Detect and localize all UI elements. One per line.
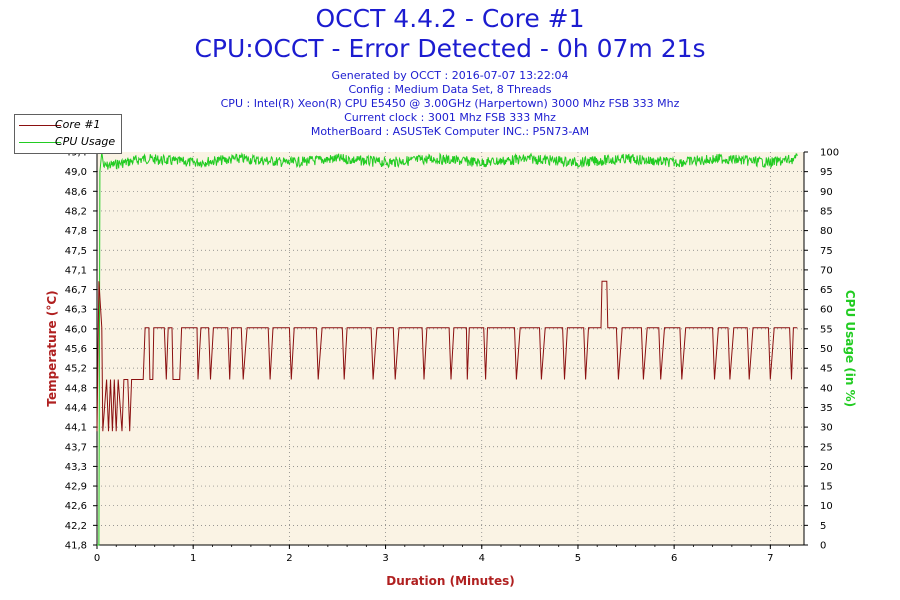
y-tick-label: 46,3 bbox=[65, 305, 87, 316]
y-right-tick-label: 45 bbox=[820, 364, 833, 375]
y-right-tick-label: 20 bbox=[820, 462, 833, 473]
y-right-tick-label: 55 bbox=[820, 324, 833, 335]
y-right-tick-label: 60 bbox=[820, 305, 833, 316]
y-tick-label: 46,0 bbox=[65, 324, 87, 335]
y-tick-label: 42,9 bbox=[65, 482, 87, 493]
y-tick-label: 47,8 bbox=[65, 226, 87, 237]
y-tick-label: 42,6 bbox=[65, 501, 87, 512]
info-generated: Generated by OCCT : 2016-07-07 13:22:04 bbox=[331, 69, 569, 82]
y-axis-title: Temperature (°C) bbox=[45, 290, 59, 406]
legend-swatch-cpu-usage bbox=[19, 142, 61, 143]
x-tick-label: 6 bbox=[671, 553, 677, 564]
x-tick-label: 2 bbox=[286, 553, 292, 564]
y-right-tick-label: 40 bbox=[820, 383, 833, 394]
y-right-tick-label: 80 bbox=[820, 226, 833, 237]
plot-area bbox=[97, 152, 804, 545]
y-right-tick-label: 10 bbox=[820, 501, 833, 512]
y-tick-label: 47,5 bbox=[65, 246, 87, 257]
y-right-tick-label: 70 bbox=[820, 265, 833, 276]
info-cpu: CPU : Intel(R) Xeon(R) CPU E5450 @ 3.00G… bbox=[220, 97, 680, 110]
x-tick-label: 1 bbox=[190, 553, 196, 564]
legend-item-cpu-usage: CPU Usage bbox=[15, 134, 121, 150]
series-line-core1 bbox=[96, 280, 798, 432]
y-right-tick-label: 100 bbox=[820, 148, 839, 159]
legend-label-core1: Core #1 bbox=[55, 118, 101, 131]
y-right-tick-label: 75 bbox=[820, 246, 833, 257]
y-right-tick-label: 90 bbox=[820, 187, 833, 198]
y-right-tick-label: 30 bbox=[820, 423, 833, 434]
info-motherboard: MotherBoard : ASUSTeK Computer INC.: P5N… bbox=[310, 125, 590, 138]
chart-title: OCCT 4.4.2 - Core #1 bbox=[315, 4, 585, 33]
y-right-tick-label: 85 bbox=[820, 206, 833, 217]
y-tick-label: 47,1 bbox=[65, 265, 87, 276]
y-right-tick-label: 15 bbox=[820, 482, 833, 493]
y-tick-label: 44,8 bbox=[65, 383, 87, 394]
y-tick-label: 45,2 bbox=[65, 364, 87, 375]
x-tick-label: 7 bbox=[767, 553, 773, 564]
y-tick-label: 46,7 bbox=[65, 285, 87, 296]
legend: Core #1 CPU Usage bbox=[14, 114, 122, 154]
y-tick-label: 48,6 bbox=[65, 187, 87, 198]
y-right-tick-label: 35 bbox=[820, 403, 833, 414]
y-tick-label: 43,3 bbox=[65, 462, 87, 473]
y-tick-label: 44,1 bbox=[65, 423, 87, 434]
legend-swatch-core1 bbox=[19, 125, 61, 126]
y-right-tick-label: 65 bbox=[820, 285, 833, 296]
x-tick-label: 5 bbox=[575, 553, 581, 564]
y-right-tick-label: 25 bbox=[820, 442, 833, 453]
y-tick-label: 42,2 bbox=[65, 521, 87, 532]
x-axis-title: Duration (Minutes) bbox=[386, 574, 514, 588]
y-tick-label: 48,2 bbox=[65, 206, 87, 217]
y-right-tick-label: 50 bbox=[820, 344, 833, 355]
series-line-cpu-usage bbox=[97, 151, 798, 546]
y-tick-label: 43,7 bbox=[65, 442, 87, 453]
y-right-tick-label: 0 bbox=[820, 541, 826, 552]
y-tick-label: 49,0 bbox=[65, 167, 87, 178]
y-tick-label: 41,8 bbox=[65, 541, 87, 552]
x-tick-label: 4 bbox=[479, 553, 485, 564]
y-tick-label: 44,4 bbox=[65, 403, 87, 414]
chart-subtitle: CPU:OCCT - Error Detected - 0h 07m 21s bbox=[194, 34, 706, 63]
legend-item-core1: Core #1 bbox=[15, 117, 121, 133]
y-tick-label: 45,6 bbox=[65, 344, 87, 355]
info-config: Config : Medium Data Set, 8 Threads bbox=[348, 83, 552, 96]
x-tick-label: 3 bbox=[382, 553, 388, 564]
y-right-tick-label: 5 bbox=[820, 521, 826, 532]
y-right-axis-title: CPU Usage (in %) bbox=[843, 290, 857, 407]
test-info: Generated by OCCT : 2016-07-07 13:22:04 … bbox=[0, 69, 900, 139]
y-right-tick-label: 95 bbox=[820, 167, 833, 178]
legend-label-cpu-usage: CPU Usage bbox=[55, 135, 116, 148]
x-tick-label: 0 bbox=[94, 553, 100, 564]
info-clock: Current clock : 3001 Mhz FSB 333 Mhz bbox=[344, 111, 556, 124]
